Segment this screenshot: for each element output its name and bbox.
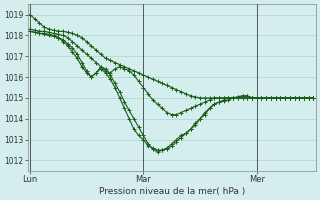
X-axis label: Pression niveau de la mer( hPa ): Pression niveau de la mer( hPa ) [99, 187, 245, 196]
